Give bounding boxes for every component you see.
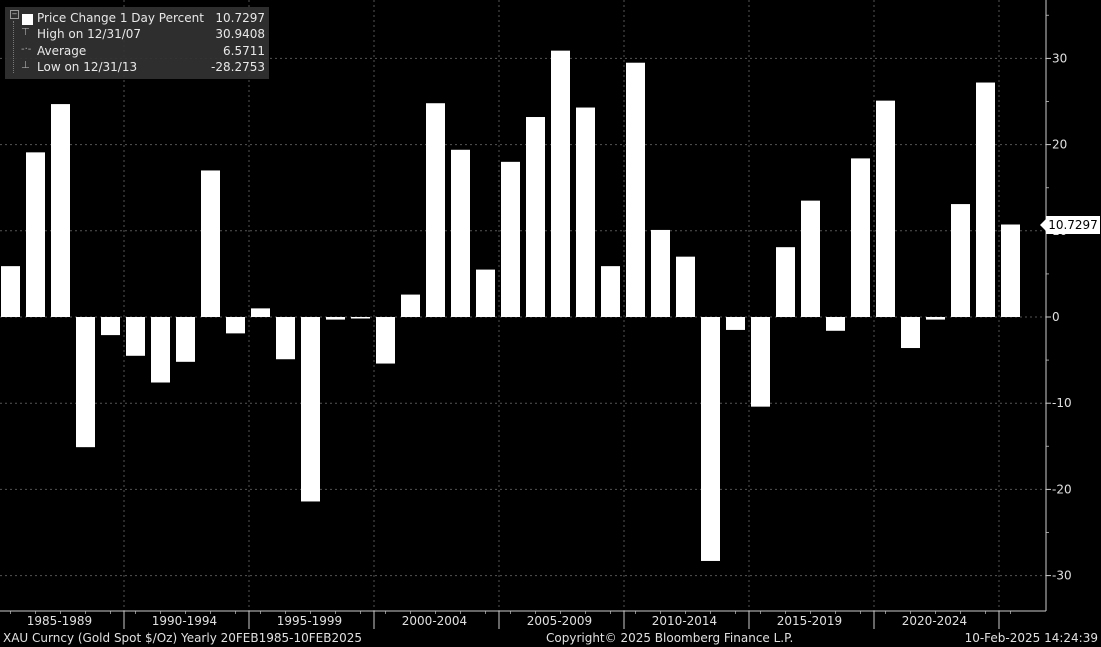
bar-1986: [26, 152, 45, 317]
axes: 3020100-10-20-301985-19891990-19941995-1…: [0, 0, 1072, 629]
bar-2007: [551, 50, 570, 317]
x-group-label: 2010-2014: [652, 614, 717, 628]
legend-low-value: -28.2753: [211, 60, 265, 74]
footer-security-info: XAU Curncy (Gold Spot $/Oz) Yearly 20FEB…: [3, 631, 362, 645]
footer-timestamp: 10-Feb-2025 14:24:39: [964, 631, 1098, 645]
bar-1996: [276, 317, 295, 360]
bar-series: [1, 50, 1020, 561]
average-marker-icon: -·-: [21, 44, 32, 55]
bar-2011: [651, 229, 670, 317]
bar-2021: [901, 317, 920, 349]
x-group-label: 1990-1994: [152, 614, 217, 628]
y-tick-label: 30: [1052, 51, 1067, 65]
bar-2010: [626, 62, 645, 318]
legend-collapse-icon[interactable]: −: [10, 10, 19, 19]
bar-2003: [451, 149, 470, 317]
bar-1988: [76, 317, 95, 448]
bar-2015: [751, 317, 770, 407]
bar-2014: [726, 317, 745, 330]
footer-copyright: Copyright© 2025 Bloomberg Finance L.P.: [546, 631, 794, 645]
legend-row-low[interactable]: ⊥ Low on 12/31/13 -28.2753: [5, 60, 269, 76]
x-group-label: 2020-2024: [902, 614, 967, 628]
last-value-pointer: [1040, 219, 1046, 231]
bar-2022: [926, 317, 945, 320]
bar-1992: [176, 317, 195, 362]
y-tick-label: -30: [1052, 569, 1072, 583]
legend-row-high[interactable]: ⊤ High on 12/31/07 30.9408: [5, 27, 269, 43]
last-value-tag: 10.7297: [1046, 216, 1100, 234]
bar-2016: [776, 247, 795, 317]
bar-2004: [476, 269, 495, 317]
x-group-label: 2015-2019: [777, 614, 842, 628]
x-group-label: 1985-1989: [27, 614, 92, 628]
bar-2002: [426, 103, 445, 317]
bar-2000: [376, 317, 395, 364]
bar-2009: [601, 266, 620, 317]
grid-lines: [0, 0, 1046, 611]
bar-2012: [676, 256, 695, 317]
bar-2020: [876, 100, 895, 317]
bar-2017: [801, 200, 820, 317]
y-tick-label: -10: [1052, 396, 1072, 410]
legend-low-label: Low on 12/31/13: [37, 60, 138, 74]
series-swatch-icon: [22, 14, 33, 25]
legend-average-value: 6.5711: [223, 44, 265, 58]
bar-1993: [201, 170, 220, 317]
bar-2023: [951, 204, 970, 317]
x-group-label: 2005-2009: [527, 614, 592, 628]
bar-1998: [326, 317, 345, 320]
legend-high-label: High on 12/31/07: [37, 27, 142, 41]
bar-1995: [251, 308, 270, 317]
bar-1985: [1, 266, 20, 317]
legend-high-value: 30.9408: [215, 27, 265, 41]
y-tick-label: 0: [1052, 310, 1060, 324]
bar-2025: [1001, 224, 1020, 317]
bar-1989: [101, 317, 120, 336]
bar-2013: [701, 317, 720, 561]
legend[interactable]: − Price Change 1 Day Percent 10.7297 ⊤ H…: [5, 7, 269, 79]
bar-2019: [851, 158, 870, 317]
bar-1999: [351, 317, 370, 319]
x-group-label: 2000-2004: [402, 614, 467, 628]
bar-1987: [51, 104, 70, 317]
legend-series-label: Price Change 1 Day Percent: [37, 11, 204, 25]
bar-1997: [301, 317, 320, 502]
bar-2024: [976, 82, 995, 317]
bar-1990: [126, 317, 145, 356]
legend-row-average[interactable]: -·- Average 6.5711: [5, 44, 269, 60]
bar-2006: [526, 117, 545, 318]
bar-2018: [826, 317, 845, 331]
legend-series-value: 10.7297: [215, 11, 265, 25]
bar-2008: [576, 107, 595, 317]
legend-row-series[interactable]: Price Change 1 Day Percent 10.7297: [5, 11, 269, 27]
low-marker-icon: ⊥: [21, 60, 30, 71]
y-tick-label: -20: [1052, 482, 1072, 496]
bar-1991: [151, 317, 170, 383]
bar-2001: [401, 294, 420, 317]
bar-1994: [226, 317, 245, 334]
high-marker-icon: ⊤: [21, 27, 30, 38]
x-group-label: 1995-1999: [277, 614, 342, 628]
legend-tree-line: [13, 21, 15, 73]
legend-average-label: Average: [37, 44, 87, 58]
y-tick-label: 20: [1052, 138, 1067, 152]
bar-2005: [501, 161, 520, 317]
